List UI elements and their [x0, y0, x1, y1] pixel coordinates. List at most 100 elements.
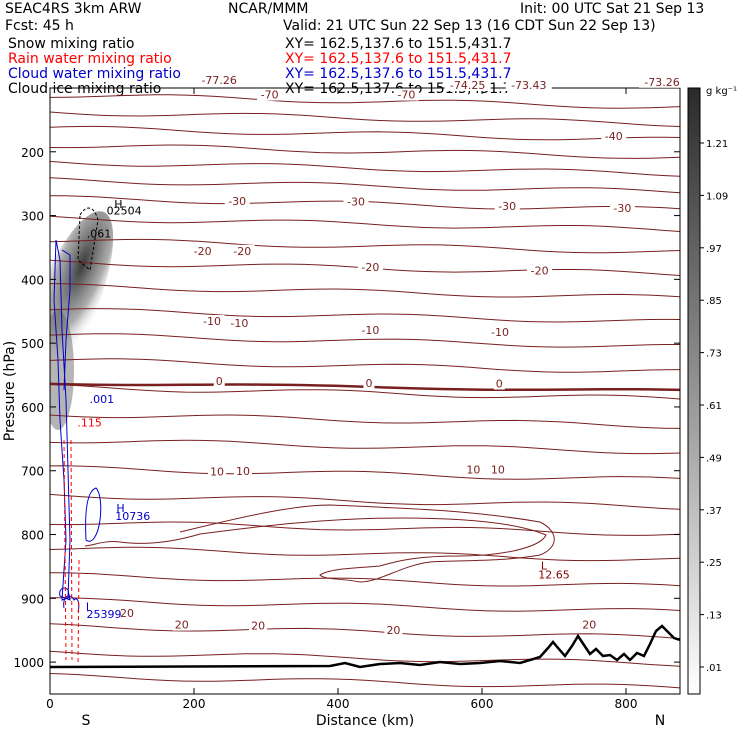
y-tick-label: 800	[21, 529, 44, 543]
label-backdrop	[393, 88, 419, 101]
plot-area-fill	[50, 94, 680, 689]
isotherm-line	[50, 465, 680, 480]
contour-labels: -77.26 -74.25 -73.43 -73.26 -70 -70 -40 -30 -30 -…	[77, 73, 685, 637]
isotherm-line	[84, 504, 555, 583]
isotherm-line	[50, 238, 680, 254]
colorbar-tick-label: .73	[706, 349, 722, 360]
label-backdrop	[190, 244, 216, 257]
label-backdrop	[208, 465, 227, 478]
temperature-contour-label: -30	[347, 196, 365, 209]
isotherm-line	[50, 177, 680, 194]
temperature-contour-label: -20	[233, 245, 251, 258]
extremum-label: 02504	[107, 204, 142, 217]
extremum-label: .061	[87, 227, 112, 240]
label-backdrop	[639, 75, 685, 88]
temperature-contour-label: 10	[210, 466, 224, 479]
cloud-water-contour	[85, 487, 102, 542]
temperature-contour-label: 20	[582, 619, 596, 632]
isotherm-line	[50, 384, 680, 400]
label-backdrop	[527, 264, 553, 277]
extremum-label: 25399	[87, 608, 122, 621]
x-tick-label: 600	[471, 697, 494, 711]
temperature-contour-label: -20	[531, 265, 549, 278]
label-backdrop	[233, 464, 252, 477]
terrain-line	[50, 624, 680, 669]
colorbar-tick-label: 1.09	[706, 191, 728, 202]
colorbar-tick-label: .25	[706, 558, 722, 569]
snow-contour	[77, 207, 99, 271]
extremum-label: H	[114, 198, 122, 211]
colorbar-tick-label: .01	[706, 663, 722, 674]
temperature-contour-label: -73.43	[511, 79, 546, 92]
label-backdrop	[343, 195, 369, 208]
colorbar-unit: g kg⁻¹	[706, 86, 737, 97]
field-cloudwater-xy: XY= 162.5,137.6 to 151.5,431.7	[285, 66, 512, 82]
isotherm-line	[50, 623, 680, 640]
model-title: SEAC4RS 3km ARW	[5, 1, 142, 17]
y-tick-label: 1000	[13, 656, 44, 670]
extremum-label: .001	[90, 393, 115, 406]
isotherm-line	[50, 546, 680, 562]
label-backdrop	[464, 463, 483, 476]
isotherm-line	[50, 414, 680, 429]
label-backdrop	[213, 374, 225, 387]
y-tick-label: 600	[21, 401, 44, 415]
temperature-contour-label: -10	[230, 317, 248, 330]
init-time: Init: 00 UTC Sat 21 Sep 13	[520, 1, 705, 17]
temperature-contour-label: -73.26	[644, 76, 679, 89]
colorbar-tick-label: 1.21	[706, 139, 728, 150]
colorbar-scale	[687, 87, 701, 695]
label-backdrop	[494, 200, 520, 213]
colorbar-tick-label: .49	[706, 453, 722, 464]
field-snow-label: Snow mixing ratio	[8, 36, 135, 52]
valid-time: Valid: 21 UTC Sun 22 Sep 13 (16 CDT Sun …	[283, 18, 656, 34]
x-tick-label: 400	[327, 697, 350, 711]
temperature-contour-label: -10	[361, 324, 379, 337]
x-tick-label: 0	[46, 697, 54, 711]
temperature-contour-label: -70	[397, 89, 415, 102]
temperature-contour-label: -40	[605, 130, 623, 143]
moisture-contours	[53, 207, 102, 666]
isotherm-line	[50, 521, 680, 536]
rain-contour	[77, 559, 80, 666]
plot-frame	[49, 87, 681, 695]
x-axis-left-end-label: S	[82, 713, 91, 729]
isotherm-line	[50, 358, 680, 373]
temperature-contour-label: -74.25	[450, 79, 485, 92]
y-tick-label: 500	[21, 337, 44, 351]
label-backdrop	[224, 195, 250, 208]
x-tick-label: 800	[615, 697, 638, 711]
label-backdrop	[118, 607, 137, 620]
label-backdrop	[601, 130, 627, 143]
temperature-contour-label: 20	[386, 624, 400, 637]
isotherm-line	[50, 650, 680, 667]
temperature-contour-label: 10	[236, 465, 250, 478]
x-axis-title: Distance (km)	[316, 713, 414, 729]
extremum-label: .115	[77, 417, 102, 430]
y-axis-title: Pressure (hPa)	[2, 341, 18, 441]
temperature-contour-label: 20	[175, 619, 189, 632]
field-cloudice-label: Cloud ice mixing ratio	[8, 81, 162, 97]
rain-contour	[70, 439, 73, 661]
isotherm-line	[50, 439, 680, 455]
snow-shading	[50, 211, 114, 430]
temperature-contour-label: -20	[194, 245, 212, 258]
isotherm-line	[50, 94, 680, 109]
colorbar-tick-label: .85	[706, 296, 722, 307]
isotherm-line	[50, 308, 680, 323]
colorbar-tick-label: .61	[706, 401, 722, 412]
isotherm-line	[50, 125, 680, 141]
temperature-contour-label: 10	[466, 464, 480, 477]
isotherm-line	[50, 160, 680, 177]
label-backdrop	[609, 202, 635, 215]
cloud-water-contour	[61, 249, 71, 391]
extremum-label: 10736	[115, 510, 150, 523]
extremum-label: I	[86, 600, 89, 613]
temperature-contour-label: -10	[203, 315, 221, 328]
isotherm-line	[50, 144, 680, 159]
label-backdrop	[199, 315, 225, 328]
temperature-contour-label: 10	[491, 464, 505, 477]
isotherm-line	[50, 673, 680, 689]
label-backdrop	[357, 323, 383, 336]
